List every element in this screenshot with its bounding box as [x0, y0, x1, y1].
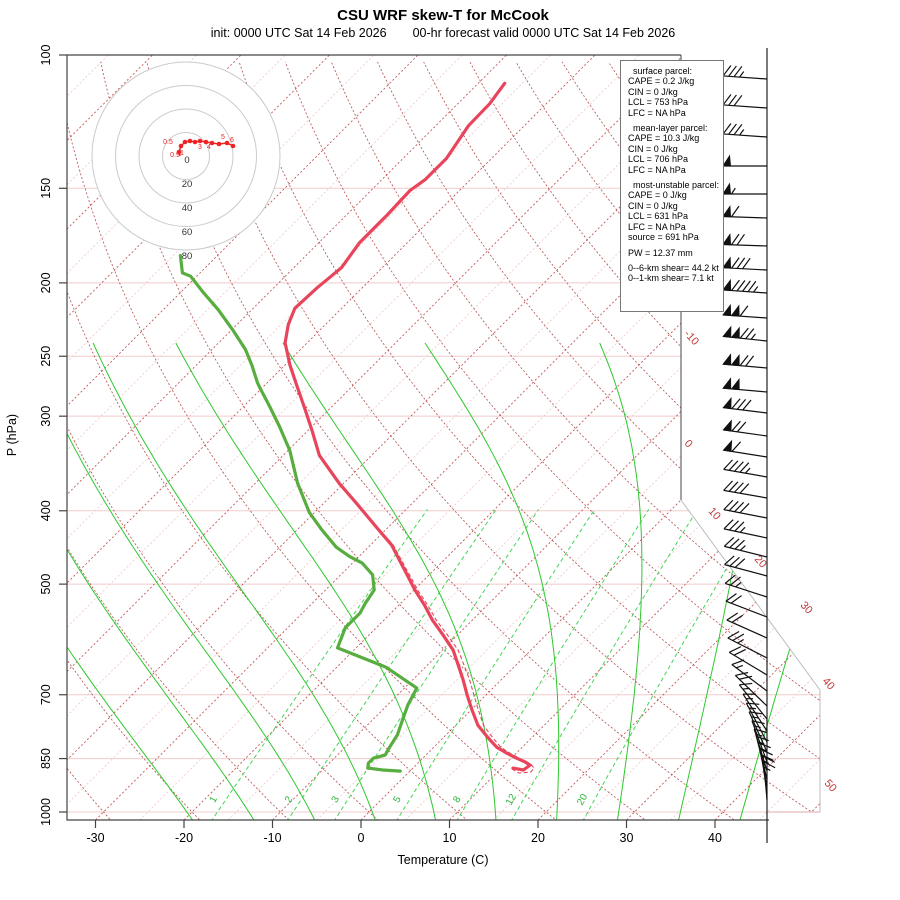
svg-text:400: 400	[39, 500, 53, 521]
svg-text:80: 80	[182, 251, 193, 262]
svg-text:4: 4	[207, 144, 211, 151]
svg-text:50: 50	[822, 777, 839, 794]
info-line: 0--1-km shear= 7.1 kt	[628, 273, 714, 284]
svg-text:0.9: 0.9	[170, 152, 180, 159]
svg-text:0: 0	[682, 438, 695, 451]
svg-text:2: 2	[283, 794, 296, 805]
info-line: CAPE = 0 J/kg	[628, 190, 687, 201]
svg-text:0: 0	[184, 155, 189, 166]
svg-text:30: 30	[620, 831, 634, 845]
temperature-trace	[283, 81, 532, 772]
svg-text:500: 500	[39, 574, 53, 595]
info-line: LCL = 753 hPa	[628, 97, 688, 108]
svg-text:0.5: 0.5	[163, 139, 173, 146]
svg-text:60: 60	[182, 227, 193, 238]
svg-text:250: 250	[39, 346, 53, 367]
svg-text:850: 850	[39, 748, 53, 769]
parcel-info-box: surface parcel: CAPE = 0.2 J/kg CIN = 0 J/…	[620, 60, 724, 312]
info-line: LFC = NA hPa	[628, 221, 686, 232]
svg-text:100: 100	[39, 45, 53, 66]
info-line: PW = 12.37 mm	[628, 247, 693, 258]
pressure-tick-labels: 100 150 200 250 300 400 500 700 850 1000	[39, 45, 67, 826]
svg-text:8: 8	[451, 794, 464, 805]
svg-text:3: 3	[330, 794, 343, 805]
hodograph: 0 20 40 60 80 0.5 0.9 1 3 4 5 6	[91, 61, 281, 262]
svg-text:20: 20	[575, 792, 590, 808]
info-line: source = 691 hPa	[628, 232, 699, 243]
y-axis-title: P (hPa)	[5, 413, 19, 457]
mixing-ratio-labels: 1 2 3 5 8 12 20	[208, 792, 591, 808]
dewpoint-trace	[178, 253, 419, 773]
wind-barbs	[722, 65, 776, 801]
svg-text:-30: -30	[86, 831, 104, 845]
virtual-temperature-trace	[284, 82, 535, 774]
info-line: CIN = 0 J/kg	[628, 86, 678, 97]
info-line: CIN = 0 J/kg	[628, 200, 678, 211]
info-line: CAPE = 10.3 J/kg	[628, 133, 700, 144]
svg-text:40: 40	[820, 675, 837, 692]
info-line: most-unstable parcel:	[633, 180, 720, 191]
svg-text:5: 5	[391, 794, 404, 805]
mixing-ratio-lines	[210, 509, 763, 820]
info-line: LFC = NA hPa	[628, 107, 686, 118]
info-line: 0--6-km shear= 44.2 kt	[628, 262, 719, 273]
svg-text:3: 3	[198, 144, 202, 151]
svg-text:-20: -20	[175, 831, 193, 845]
svg-text:6: 6	[230, 137, 234, 144]
init-time-text: init: 0000 UTC Sat 14 Feb 2026	[210, 26, 387, 40]
svg-text:10: 10	[443, 831, 457, 845]
svg-text:200: 200	[39, 272, 53, 293]
svg-text:40: 40	[182, 203, 193, 214]
info-line: LCL = 631 hPa	[628, 211, 688, 222]
svg-text:1000: 1000	[39, 798, 53, 826]
svg-text:30: 30	[798, 599, 815, 616]
info-line: CAPE = 0.2 J/kg	[628, 76, 695, 87]
isotherm-right-labels: -10 0 10 20 30 40 50	[681, 328, 838, 794]
svg-text:0: 0	[358, 831, 365, 845]
info-line: CIN = 0 J/kg	[628, 143, 678, 154]
svg-text:10: 10	[706, 505, 723, 522]
svg-text:1: 1	[208, 794, 221, 805]
svg-text:1: 1	[180, 150, 184, 157]
svg-text:20: 20	[752, 553, 769, 570]
info-line: LCL = 706 hPa	[628, 154, 688, 165]
valid-time-text: 00-hr forecast valid 0000 UTC Sat 14 Feb…	[412, 26, 676, 40]
svg-text:20: 20	[182, 179, 193, 190]
svg-text:300: 300	[39, 406, 53, 427]
subtitle: init: 0000 UTC Sat 14 Feb 2026 00-hr fore…	[0, 26, 886, 40]
svg-text:-10: -10	[681, 328, 701, 348]
svg-text:-10: -10	[263, 831, 281, 845]
info-line: LFC = NA hPa	[628, 164, 686, 175]
temperature-tick-labels: -30 -20 -10 0 10 20 30 40	[86, 820, 722, 845]
svg-text:12: 12	[504, 792, 519, 808]
info-line: surface parcel:	[633, 66, 693, 76]
svg-text:150: 150	[39, 178, 53, 199]
svg-text:5: 5	[221, 134, 225, 141]
x-axis-title: Temperature (C)	[397, 853, 489, 867]
page-title: CSU WRF skew-T for McCook	[337, 7, 549, 24]
svg-text:20: 20	[531, 831, 545, 845]
svg-text:40: 40	[708, 831, 722, 845]
svg-text:700: 700	[39, 684, 53, 705]
info-line: mean-layer parcel:	[633, 123, 708, 134]
